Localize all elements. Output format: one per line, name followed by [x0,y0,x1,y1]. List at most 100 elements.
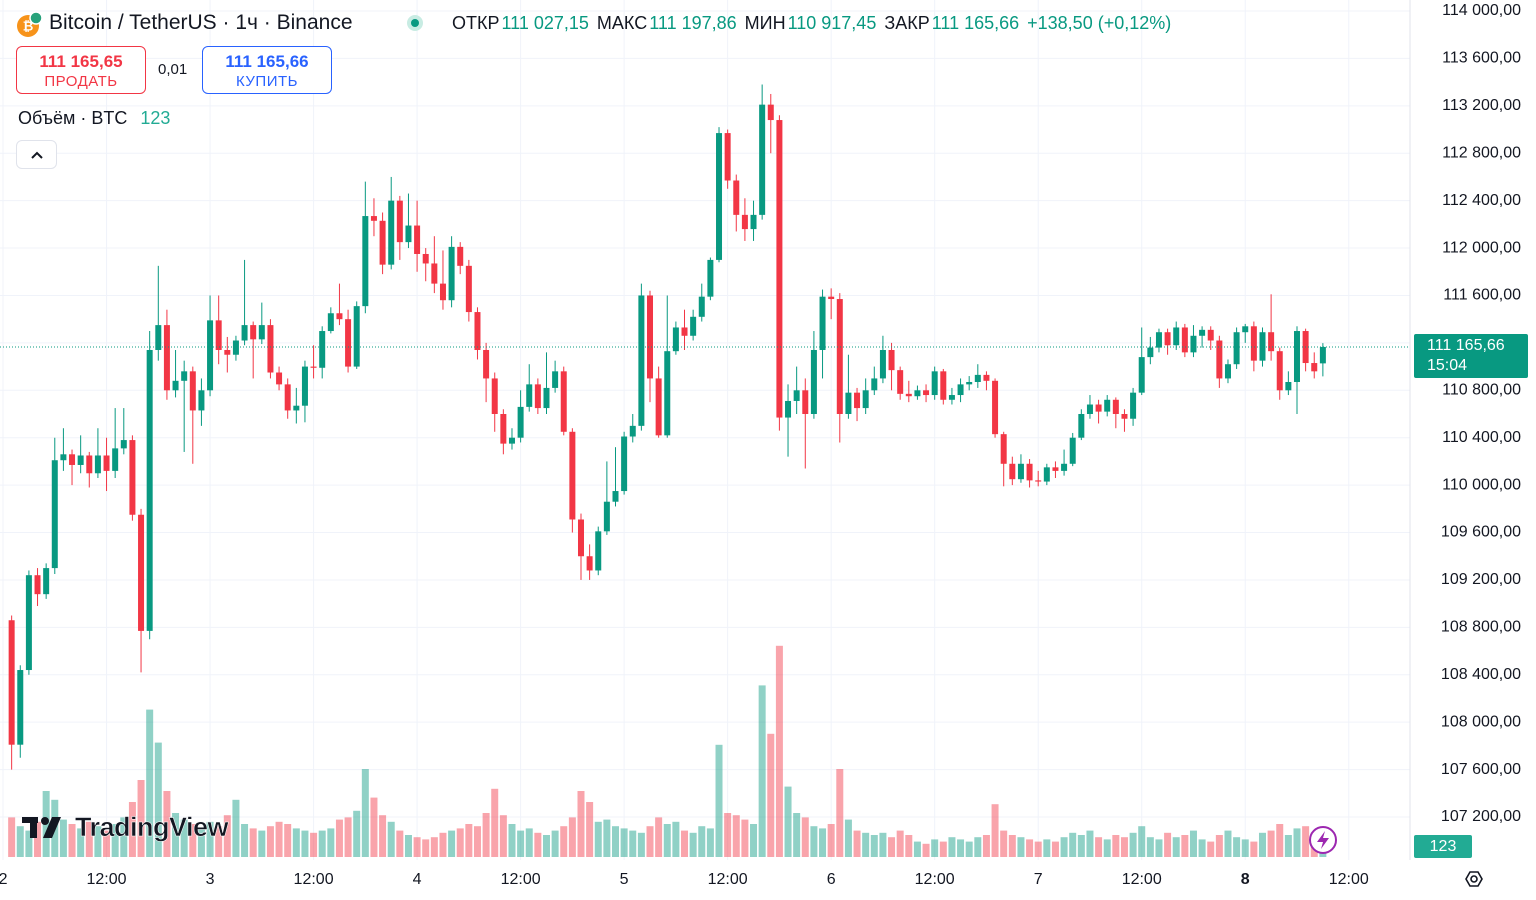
volume-bar [913,841,921,857]
candle-body [1259,332,1266,361]
price-tag-price: 111 165,66 [1427,337,1505,354]
volume-bar [1155,839,1163,857]
volume-bar [16,826,24,857]
volume-bar [301,830,309,857]
volume-bar [361,769,369,857]
candle-body [69,454,76,465]
candle-body [629,425,636,437]
volume-bar [1267,830,1275,857]
candle-body [1017,463,1024,480]
volume-bar [387,821,395,857]
volume-bar [974,837,982,857]
volume-bar [1069,832,1077,857]
volume-bar [379,815,387,857]
candle-body [353,306,360,367]
candle-body [1224,364,1231,379]
volume-bar [1241,839,1249,857]
volume-bar [1284,835,1292,857]
volume-bar [1008,835,1016,857]
volume-bar [430,837,438,857]
volume-bar [888,837,896,857]
volume-bar [508,824,516,857]
candle-body [992,380,999,435]
volume-bar [862,832,870,857]
candle-body [836,299,843,414]
candle-body [647,295,654,379]
candle-body [1130,392,1137,419]
settings-button[interactable] [1465,871,1483,887]
lightning-button[interactable] [1309,826,1337,854]
candle-body [138,514,145,631]
candle-body [250,325,257,340]
candle-body [664,351,671,436]
candle-body [621,436,628,492]
volume-bar [1250,841,1258,857]
x-tick-label: 12:00 [501,871,541,888]
volume-bar [577,791,585,857]
candle-body [534,384,541,409]
candle-body [776,120,783,418]
volume-bar [275,821,283,857]
volume-bar [620,828,628,857]
candle-body [612,491,619,502]
volume-bar [258,830,266,857]
volume-bar [180,819,188,857]
candle-body [1086,404,1093,414]
candle-body [1276,351,1283,391]
y-tick-label: 107 600,00 [1441,761,1521,778]
candle-body [854,392,861,409]
x-tick-label: 12:00 [1122,871,1162,888]
candle-body [146,349,153,631]
candle-body [500,414,507,444]
ohlc-label: ЗАКР [884,13,930,33]
volume-bar [568,817,576,857]
candle-body [17,670,24,745]
volume-bar [499,815,507,857]
candle-body [1164,332,1171,346]
volume-bar [85,821,93,857]
grid [0,0,1410,860]
buy-button[interactable]: 111 165,66 КУПИТЬ [202,46,332,94]
candle-body [362,216,369,307]
candle-body [638,295,645,426]
volume-bar [750,824,758,857]
volume-bar [724,813,732,857]
candle-body [569,431,576,520]
volume-bar [1017,837,1025,857]
volume-bar [1164,832,1172,857]
candle-body [655,378,662,436]
collapse-button[interactable] [16,140,57,169]
candle-body [276,372,283,385]
candle-body [172,380,179,391]
y-tick-label: 112 400,00 [1442,192,1521,209]
candle-body [595,531,602,571]
candle-body [112,448,119,471]
candle-body [77,455,84,465]
candle-body [1069,437,1076,464]
candle-body [698,296,705,317]
volume-bar [594,821,602,857]
candle-body [491,378,498,414]
candle-body [1268,332,1275,352]
volume-bar [68,824,76,857]
volume-bar [25,830,33,857]
candle-body [586,556,593,571]
volume-bar [353,810,361,857]
volume-bar [896,830,904,857]
candle-body [414,225,421,254]
candle-body [845,392,852,414]
volume-bar [784,786,792,857]
volume-bar [905,835,913,857]
candle-body [1052,467,1059,471]
candle-body [8,620,15,745]
candle-body [1078,414,1085,438]
sell-button[interactable]: 111 165,65 ПРОДАТЬ [16,46,146,94]
volume-bar [491,788,499,857]
volume-bar [335,819,343,857]
volume-bar [1276,824,1284,857]
candle-body [802,390,809,414]
volume-bar [1215,835,1223,857]
volume-bar [1112,835,1120,857]
